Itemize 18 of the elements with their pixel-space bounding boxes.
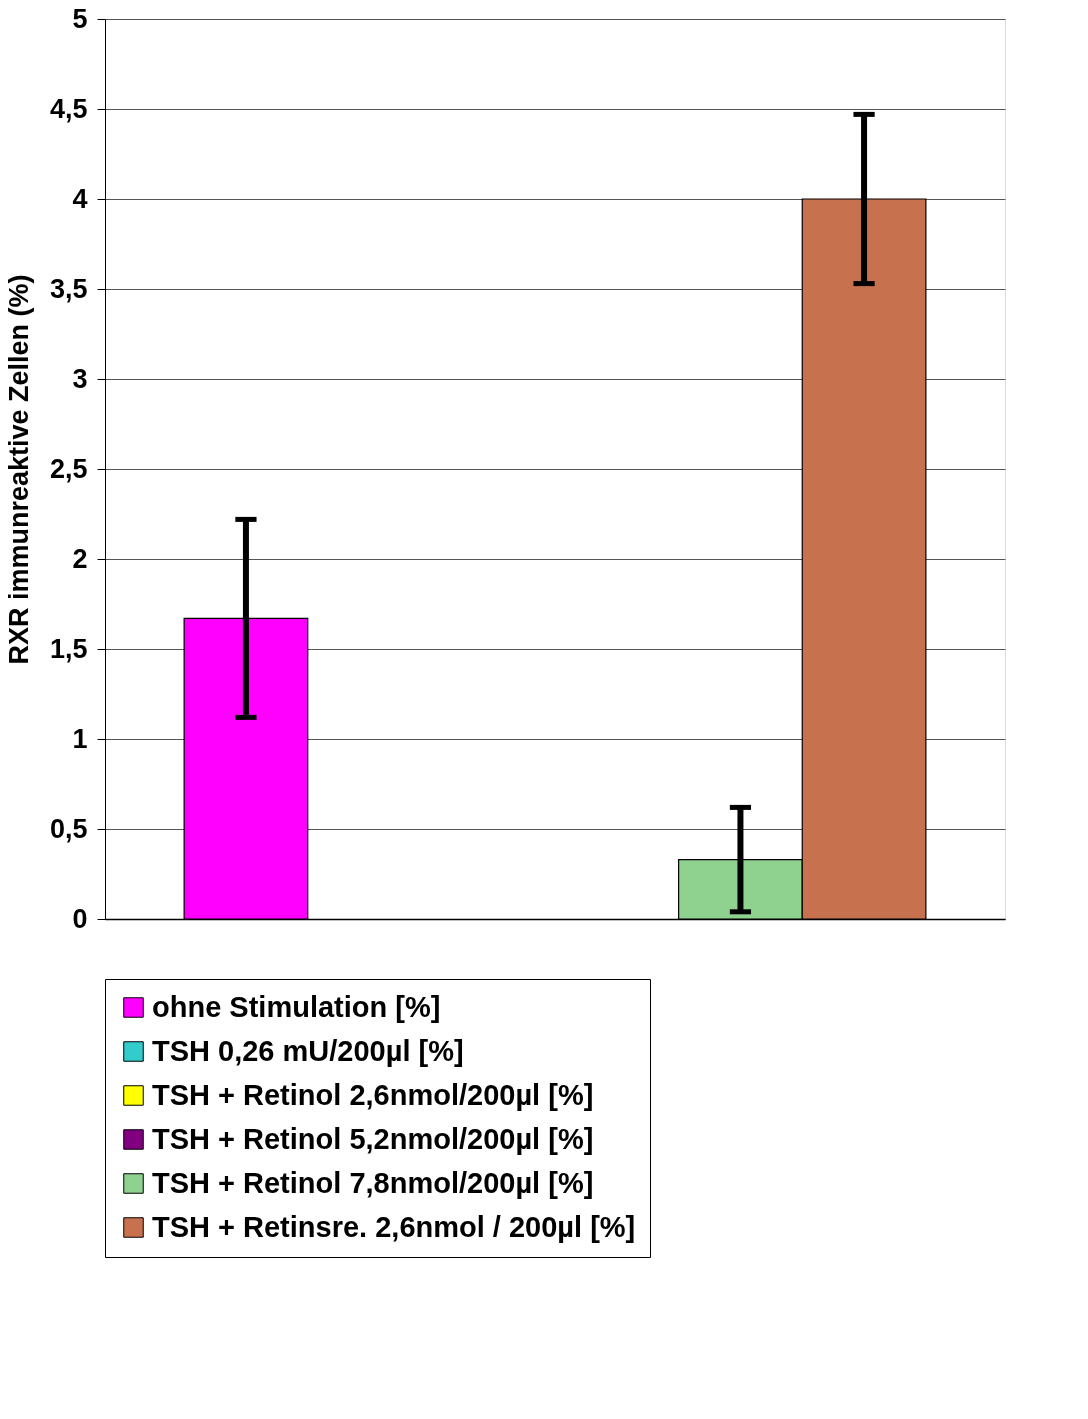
legend-label: TSH + Retinol 5,2nmol/200µl [%] [152,1122,594,1155]
legend-label: TSH 0,26 mU/200µl [%] [152,1034,464,1067]
legend-label: TSH + Retinol 7,8nmol/200µl [%] [152,1166,594,1199]
legend-label: TSH + Retinol 2,6nmol/200µl [%] [152,1078,594,1111]
legend-label: ohne Stimulation [%] [152,990,441,1023]
y-axis-title: RXR immunreaktive Zellen (%) [3,274,34,665]
y-tick-label: 0 [72,903,88,934]
y-tick-label: 1,5 [49,633,88,664]
y-tick-label: 0,5 [49,813,88,844]
y-tick-label: 2,5 [49,453,88,484]
y-tick-label: 4,5 [49,93,88,124]
legend-label: TSH + Retinsre. 2,6nmol / 200µl [%] [152,1210,636,1243]
y-tick-label: 1 [72,723,88,754]
y-tick-label: 2 [72,543,88,574]
y-tick-label: 3 [72,363,88,394]
y-tick-label: 4 [72,183,88,214]
y-tick-label: 3,5 [49,273,88,304]
y-tick-label: 5 [72,3,88,34]
